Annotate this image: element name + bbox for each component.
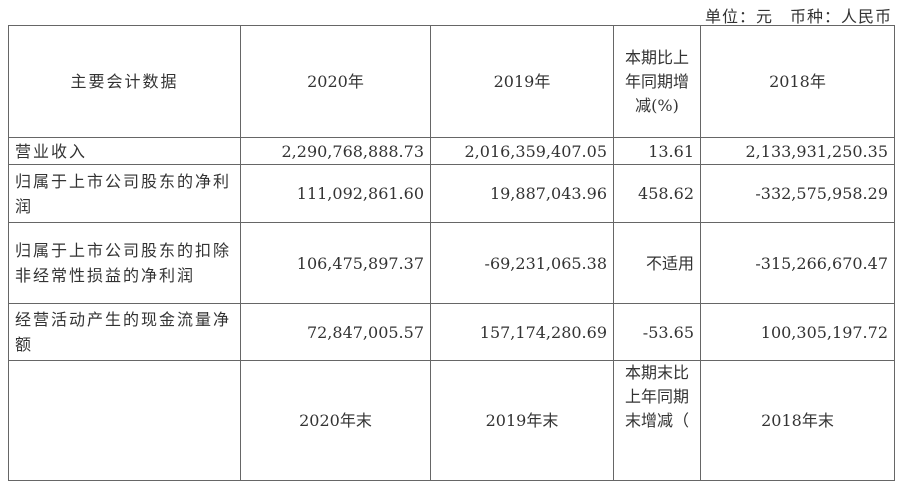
value-2018: 100,305,197.72 — [700, 303, 895, 361]
value-change: 13.61 — [613, 137, 701, 165]
row-label: 经营活动产生的现金流量净额 — [8, 303, 241, 361]
header2-label-empty — [8, 360, 241, 481]
table-row: 归属于上市公司股东的净利润 111,092,861.60 19,887,043.… — [8, 164, 895, 223]
value-2019: 157,174,280.69 — [430, 303, 614, 361]
value-2019: 2,016,359,407.05 — [430, 137, 614, 165]
header2-2018: 2018年末 — [700, 360, 895, 481]
value-2018: 2,133,931,250.35 — [700, 137, 895, 165]
header-change: 本期比上年同期增减(%) — [613, 25, 701, 138]
value-change: 不适用 — [613, 222, 701, 304]
value-2020: 72,847,005.57 — [240, 303, 431, 361]
key-accounting-data-table: 主要会计数据 2020年 2019年 本期比上年同期增减(%) 2018年 营业… — [8, 25, 895, 481]
header2-2019: 2019年末 — [430, 360, 614, 481]
value-2020: 106,475,897.37 — [240, 222, 431, 304]
row-label: 归属于上市公司股东的净利润 — [8, 164, 241, 223]
header-2019: 2019年 — [430, 25, 614, 138]
value-2020: 2,290,768,888.73 — [240, 137, 431, 165]
table-row: 经营活动产生的现金流量净额 72,847,005.57 157,174,280.… — [8, 303, 895, 361]
value-2018: -332,575,958.29 — [700, 164, 895, 223]
header2-change: 本期末比上年同期末增减（ — [624, 363, 689, 430]
row-label: 营业收入 — [8, 137, 241, 165]
header-row-year-end: 2020年末 2019年末 本期末比上年同期末增减（ 2018年末 — [8, 360, 895, 481]
value-2020: 111,092,861.60 — [240, 164, 431, 223]
row-label: 归属于上市公司股东的扣除非经常性损益的净利润 — [8, 222, 241, 304]
table-row: 营业收入 2,290,768,888.73 2,016,359,407.05 1… — [8, 137, 895, 165]
value-2019: 19,887,043.96 — [430, 164, 614, 223]
value-change: -53.65 — [613, 303, 701, 361]
header-2018: 2018年 — [700, 25, 895, 138]
header-2020: 2020年 — [240, 25, 431, 138]
table-row: 归属于上市公司股东的扣除非经常性损益的净利润 106,475,897.37 -6… — [8, 222, 895, 304]
value-change: 458.62 — [613, 164, 701, 223]
header2-2020: 2020年末 — [240, 360, 431, 481]
unit-currency-note: 单位：元 币种：人民币 — [704, 7, 892, 26]
value-2018: -315,266,670.47 — [700, 222, 895, 304]
header-label: 主要会计数据 — [8, 25, 241, 138]
header-row: 主要会计数据 2020年 2019年 本期比上年同期增减(%) 2018年 — [8, 25, 895, 138]
value-2019: -69,231,065.38 — [430, 222, 614, 304]
